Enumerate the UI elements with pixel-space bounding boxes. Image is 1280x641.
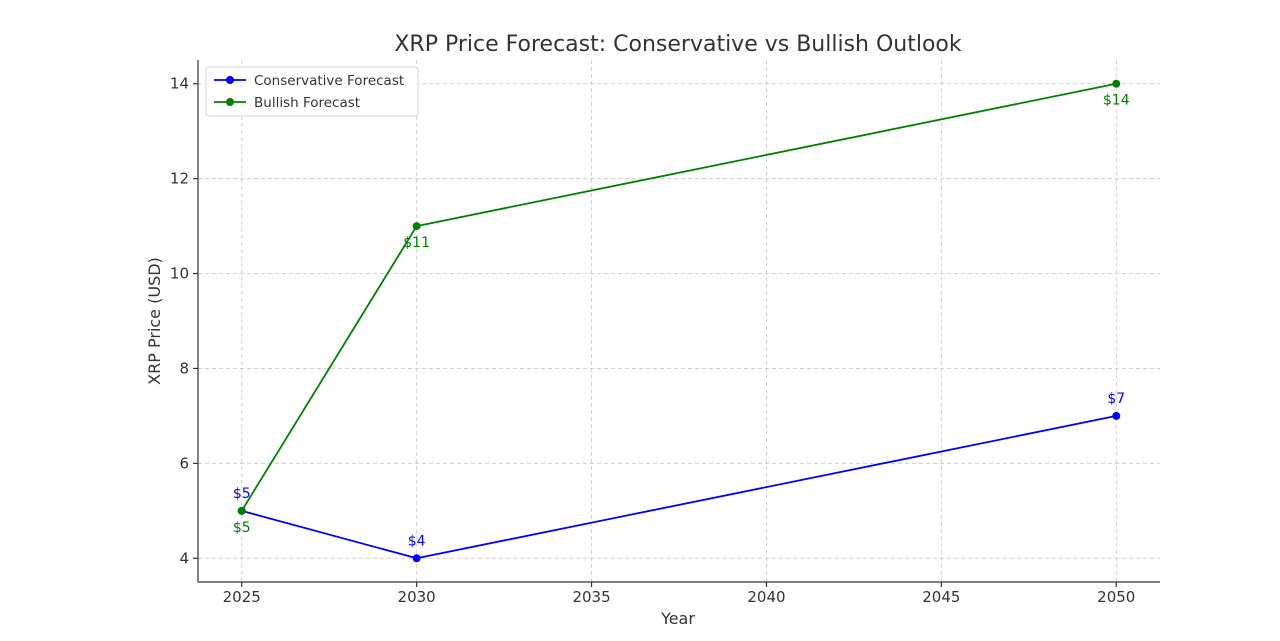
data-labels: $5 $4 $7 $5 $11 $14	[233, 93, 1130, 550]
y-axis-label: XRP Price (USD)	[145, 257, 164, 385]
y-tick-label: 8	[179, 359, 189, 377]
data-label: $11	[403, 235, 430, 251]
data-label: $4	[408, 533, 426, 549]
legend-label: Conservative Forecast	[254, 73, 404, 89]
legend: Conservative Forecast Bullish Forecast	[205, 66, 419, 117]
y-tick-label: 12	[170, 170, 189, 188]
x-tick-label: 2025	[223, 588, 261, 606]
data-point	[412, 222, 421, 231]
y-tick-label: 14	[170, 75, 189, 93]
series-layer	[237, 79, 1121, 563]
data-point	[1112, 79, 1121, 88]
data-label: $5	[233, 486, 251, 502]
legend-marker	[226, 98, 234, 106]
y-tick-label: 4	[179, 549, 189, 567]
y-tick-label: 10	[170, 265, 189, 283]
data-label: $5	[233, 520, 251, 536]
y-tick-label: 6	[179, 454, 189, 472]
data-label: $7	[1107, 391, 1125, 407]
legend-box	[205, 66, 419, 117]
data-label: $14	[1103, 93, 1130, 109]
series-line-bullish	[240, 82, 1117, 512]
grid	[198, 60, 1160, 582]
chart-title: XRP Price Forecast: Conservative vs Bull…	[394, 32, 962, 57]
x-tick-label: 2040	[747, 588, 785, 606]
legend-marker	[226, 76, 234, 84]
legend-label: Bullish Forecast	[254, 95, 360, 111]
data-point	[412, 554, 421, 563]
x-axis-label: Year	[660, 609, 695, 628]
series-line-conservative	[241, 415, 1117, 560]
x-tick-label: 2050	[1097, 588, 1135, 606]
axes	[197, 60, 1160, 583]
data-point	[1112, 411, 1121, 420]
x-tick-label: 2045	[922, 588, 960, 606]
x-tick-label: 2030	[398, 588, 436, 606]
ticks: 2025 2030 2035 2040 2045 2050 4 6 8 10 12 14	[170, 75, 1135, 606]
x-tick-label: 2035	[572, 588, 610, 606]
data-point	[237, 506, 246, 515]
